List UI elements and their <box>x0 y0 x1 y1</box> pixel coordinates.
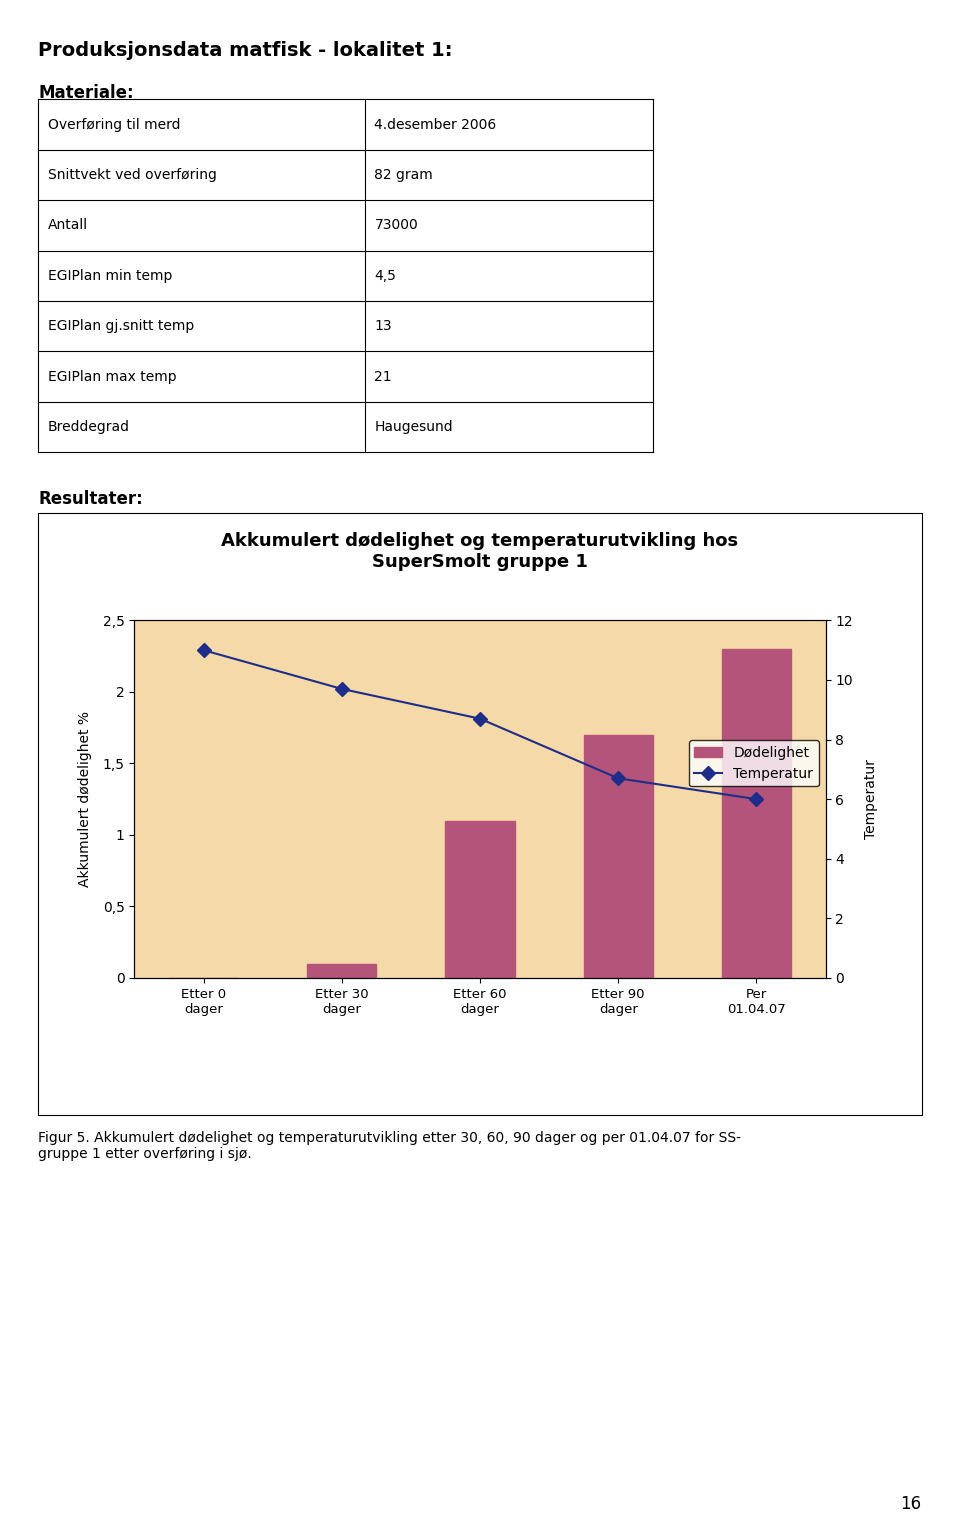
Bar <box>307 964 376 978</box>
Text: Produksjonsdata matfisk - lokalitet 1:: Produksjonsdata matfisk - lokalitet 1: <box>38 41 453 60</box>
Bar <box>445 821 515 978</box>
Text: 4,5: 4,5 <box>374 269 396 283</box>
Text: Breddegrad: Breddegrad <box>48 420 130 434</box>
Text: Snittvekt ved overføring: Snittvekt ved overføring <box>48 168 217 182</box>
Text: EGIPlan max temp: EGIPlan max temp <box>48 370 177 384</box>
Text: 82 gram: 82 gram <box>374 168 433 182</box>
Text: Overføring til merd: Overføring til merd <box>48 118 180 131</box>
Text: 21: 21 <box>374 370 392 384</box>
Text: Akkumulert dødelighet og temperaturutvikling hos
SuperSmolt gruppe 1: Akkumulert dødelighet og temperaturutvik… <box>222 532 738 571</box>
Legend: Dødelighet, Temperatur: Dødelighet, Temperatur <box>688 741 819 787</box>
Text: Antall: Antall <box>48 219 88 232</box>
Text: 73000: 73000 <box>374 219 419 232</box>
Text: 13: 13 <box>374 319 392 333</box>
Bar <box>722 649 791 978</box>
Text: Materiale:: Materiale: <box>38 84 134 102</box>
Y-axis label: Temperatur: Temperatur <box>864 759 878 839</box>
Text: 16: 16 <box>900 1494 922 1513</box>
Text: Haugesund: Haugesund <box>374 420 453 434</box>
Y-axis label: Akkumulert dødelighet %: Akkumulert dødelighet % <box>78 711 91 888</box>
Text: Figur 5. Akkumulert dødelighet og temperaturutvikling etter 30, 60, 90 dager og : Figur 5. Akkumulert dødelighet og temper… <box>38 1131 741 1161</box>
Text: EGIPlan gj.snitt temp: EGIPlan gj.snitt temp <box>48 319 194 333</box>
Bar <box>584 735 653 978</box>
Text: EGIPlan min temp: EGIPlan min temp <box>48 269 173 283</box>
Text: 4.desember 2006: 4.desember 2006 <box>374 118 496 131</box>
Text: Resultater:: Resultater: <box>38 490 143 509</box>
